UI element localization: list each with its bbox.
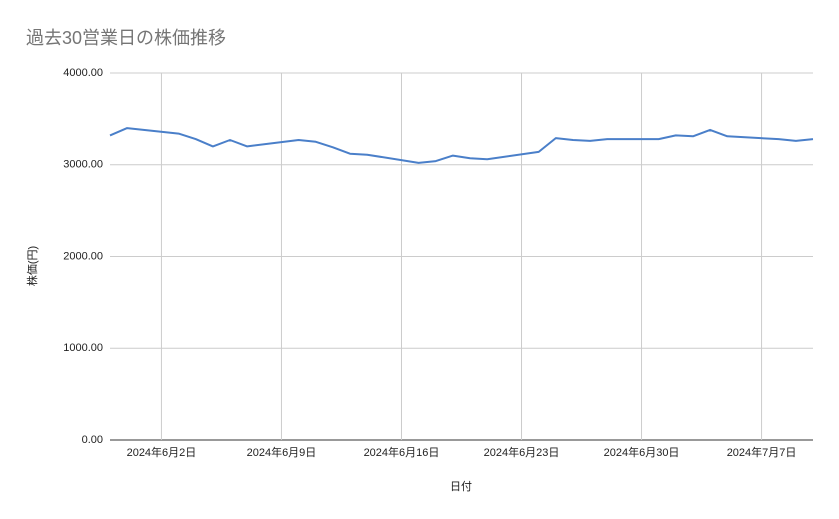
x-axis-title: 日付 — [450, 480, 472, 493]
y-tick-label: 0.00 — [82, 434, 103, 446]
x-tick-label: 2024年7月7日 — [727, 445, 797, 459]
line-series — [109, 127, 814, 164]
y-tick-label: 2000.00 — [63, 250, 103, 262]
y-tick-label: 1000.00 — [63, 342, 103, 354]
x-tick-label: 2024年6月16日 — [364, 445, 440, 459]
x-tick-label: 2024年6月30日 — [604, 445, 680, 459]
x-tick-label: 2024年6月2日 — [127, 445, 197, 459]
y-tick-label: 4000.00 — [63, 67, 103, 79]
x-tick-label: 2024年6月9日 — [247, 445, 317, 459]
y-tick-label: 3000.00 — [63, 159, 103, 171]
x-tick-label: 2024年6月23日 — [484, 445, 560, 459]
chart-title: 過去30営業日の株価推移 — [26, 28, 226, 48]
y-axis-title: 株価(円) — [25, 246, 39, 286]
